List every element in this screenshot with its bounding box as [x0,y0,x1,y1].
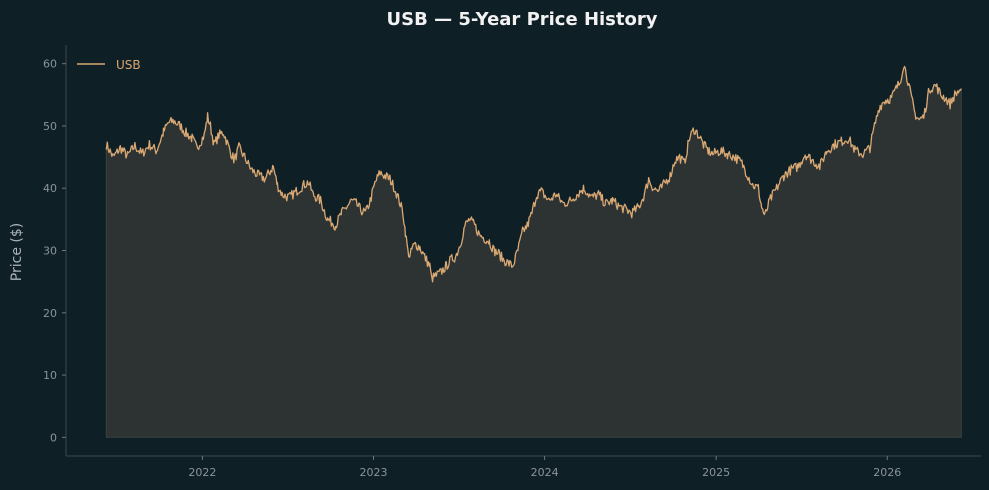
x-tick-label: 2026 [873,466,901,479]
x-tick-label: 2022 [188,466,216,479]
y-axis-label: Price ($) [9,223,25,281]
y-tick-label: 0 [50,431,57,444]
y-tick-label: 30 [43,245,57,258]
x-tick-label: 2025 [702,466,730,479]
legend-label: USB [116,58,141,72]
y-tick-label: 50 [43,120,57,133]
x-tick-label: 2023 [360,466,388,479]
plot-area: 0 10 20 30 40 50 60 2022 2023 2024 2025 2026 USB [43,45,981,479]
chart-title: USB — 5-Year Price History [387,9,658,30]
y-tick-label: 10 [43,369,57,382]
series-area-fill [105,65,962,438]
x-tick-label: 2024 [531,466,559,479]
y-tick-label: 40 [43,182,57,195]
y-tick-label: 60 [43,58,57,71]
series-line [105,65,962,283]
y-tick-label: 20 [43,307,57,320]
